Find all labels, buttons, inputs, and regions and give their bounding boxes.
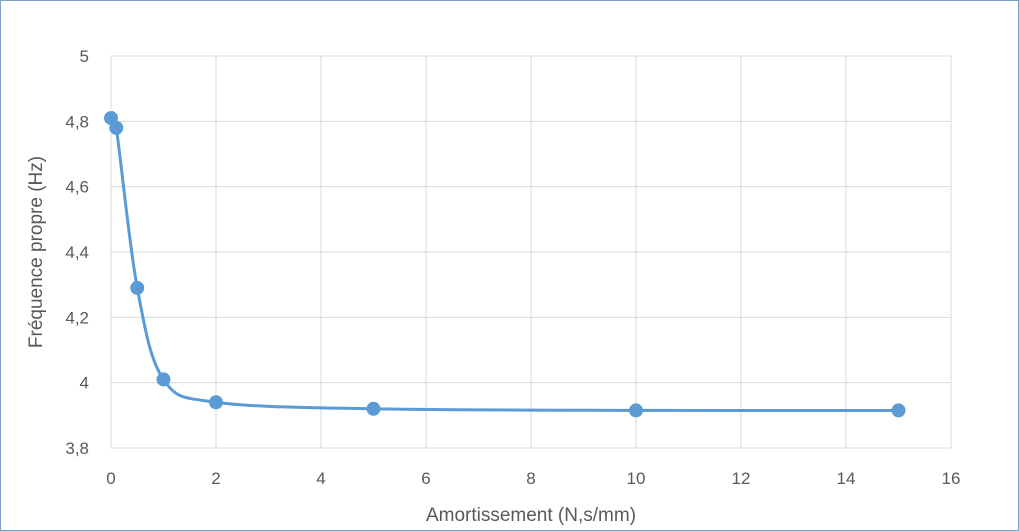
y-tick-label: 4 [80,374,89,393]
grid [110,55,952,449]
series-points [104,111,906,418]
x-tick-label: 10 [627,469,646,488]
x-tick-label: 8 [526,469,535,488]
x-tick-labels: 0 2 4 6 8 10 12 14 16 [106,469,960,488]
y-axis-label: Fréquence propre (Hz) [26,156,47,348]
data-point [891,403,906,418]
y-tick-label: 4,2 [65,308,89,327]
data-point [629,403,643,418]
x-tick-label: 0 [106,469,115,488]
y-tick-label: 4,6 [65,178,89,197]
data-point [130,280,145,295]
data-point [366,401,381,416]
y-tick-labels: 3,8 4 4,2 4,4 4,6 4,8 5 [65,47,89,458]
data-point [109,120,124,135]
x-tick-label: 14 [837,469,856,488]
x-tick-label: 4 [316,469,325,488]
x-tick-label: 12 [732,469,751,488]
x-tick-label: 2 [211,469,220,488]
data-point [209,395,223,410]
y-tick-label: 4,4 [65,243,89,262]
x-tick-label: 6 [421,469,430,488]
series-line [109,111,899,413]
y-tick-label: 4,8 [65,112,89,131]
y-tick-label: 3,8 [65,439,89,458]
x-axis-label: Amortissement (N,s/mm) [426,505,636,526]
x-tick-label: 16 [942,469,961,488]
data-point [156,372,171,387]
y-tick-label: 5 [80,47,89,66]
